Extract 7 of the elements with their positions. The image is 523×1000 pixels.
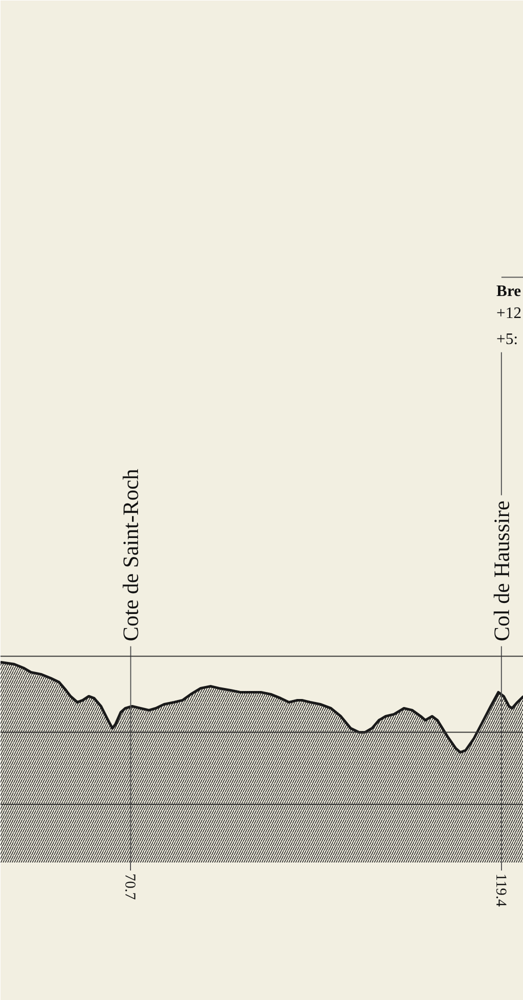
x-tick-label: 70.7 <box>122 874 138 900</box>
text: +5: <box>496 331 518 348</box>
x-tick-label: 119.4 <box>492 874 508 908</box>
ref-line-label: Cote de Saint-Roch <box>118 468 144 642</box>
text: +12 <box>496 305 522 322</box>
text: Bre <box>496 283 522 300</box>
ref-line-label: Col de Haussire <box>488 500 514 642</box>
